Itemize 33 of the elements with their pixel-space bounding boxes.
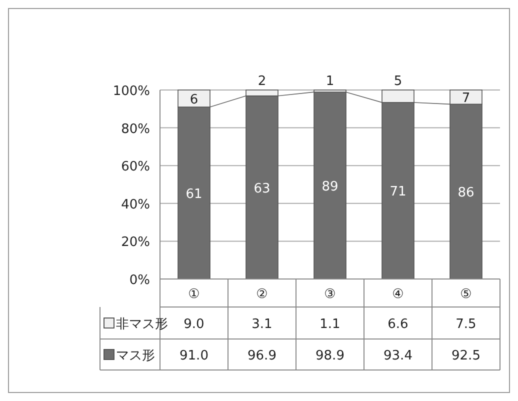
- y-tick-label: 100%: [112, 84, 150, 99]
- data-label: 92.5: [452, 348, 480, 364]
- data-label: 91.0: [180, 348, 208, 364]
- x-tick-label: ④: [392, 287, 404, 302]
- y-tick-label: 0%: [129, 273, 150, 288]
- data-label: 3.1: [252, 317, 272, 332]
- data-label: 9.0: [184, 317, 204, 332]
- annotation: 7: [462, 91, 470, 106]
- data-label: 6.6: [388, 317, 408, 332]
- y-tick-label: 80%: [121, 122, 150, 137]
- annotation: 6: [190, 92, 198, 108]
- data-label: 98.9: [316, 348, 344, 364]
- data-label: 93.4: [384, 348, 412, 364]
- x-tick-label: ①: [188, 287, 200, 302]
- x-tick-label: ③: [324, 287, 336, 302]
- y-tick-label: 40%: [121, 197, 150, 212]
- legend-label: 非マス形: [116, 317, 168, 332]
- annotation: 61: [186, 187, 202, 202]
- data-label: 96.9: [248, 348, 276, 364]
- data-label: 7.5: [456, 317, 476, 332]
- legend-label: マス形: [116, 348, 155, 364]
- data-label: 1.1: [320, 317, 340, 332]
- y-tick-label: 20%: [121, 235, 150, 250]
- annotation: 89: [322, 180, 338, 195]
- annotation: 5: [394, 74, 402, 89]
- y-tick-label: 60%: [121, 160, 150, 175]
- annotation: 86: [458, 186, 474, 201]
- x-tick-label: ⑤: [460, 287, 472, 302]
- annotation: 63: [254, 181, 270, 196]
- annotation: 2: [258, 74, 266, 89]
- annotation: 1: [326, 74, 334, 89]
- x-tick-label: ②: [256, 287, 268, 302]
- annotation: 71: [390, 184, 406, 200]
